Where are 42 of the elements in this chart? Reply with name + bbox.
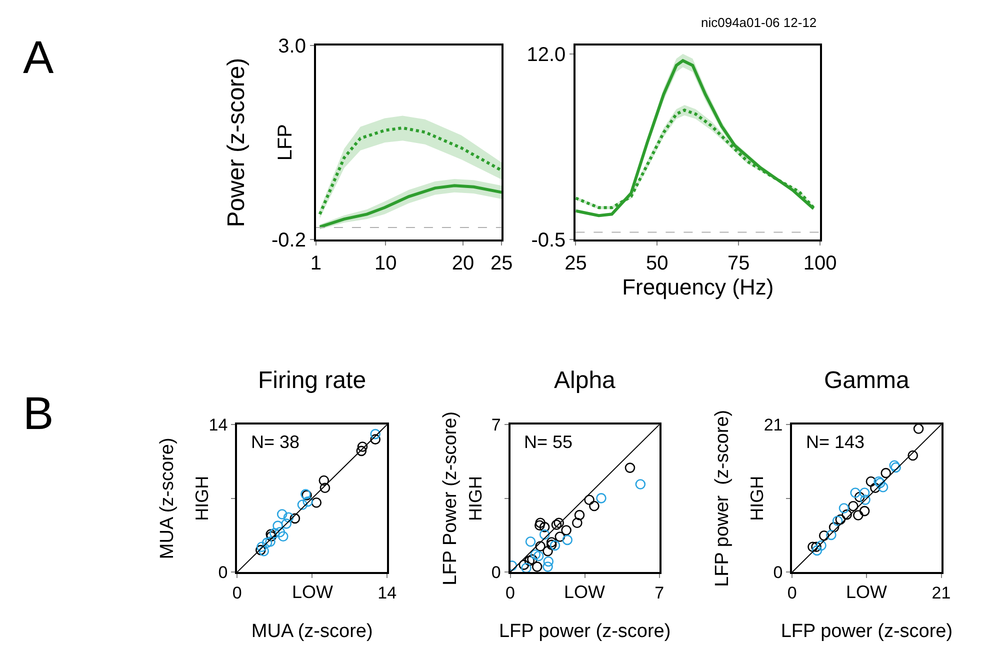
text: nic094a01-06 12-12 — [701, 15, 817, 30]
x-tick-label: 7 — [654, 584, 664, 603]
x-tick-label: 20 — [452, 252, 474, 275]
y-tick-label: 12.0 — [526, 44, 566, 66]
x-tick-label: 21 — [932, 584, 951, 603]
annotation: N= 143 — [806, 432, 865, 452]
x-tick-label: 0 — [506, 584, 516, 603]
text: HIGH — [747, 476, 768, 521]
x-tick-label: 25 — [564, 252, 587, 275]
chart-title: Alpha — [554, 367, 616, 394]
x-tick-label: 1 — [310, 252, 322, 275]
text: LOW — [292, 582, 334, 602]
annotation: N= 38 — [251, 432, 300, 452]
y-axis-title: LFP Power (z-score) — [440, 411, 461, 586]
x-axis-title: LFP power (z-score) — [780, 620, 953, 642]
x-axis-title: LFP power (z-score) — [498, 620, 671, 642]
y-axis-title: LFP power (z-score) — [712, 410, 734, 587]
x-tick-label: 14 — [378, 584, 397, 603]
text: HIGH — [192, 476, 212, 521]
x-tick-label: 0 — [232, 584, 242, 603]
y-axis-title: Power (z-score) — [223, 58, 250, 228]
x-tick-label: 50 — [646, 252, 668, 275]
chart-title: Firing rate — [258, 367, 366, 394]
text: LOW — [564, 582, 606, 602]
text: B — [23, 387, 54, 439]
y-tick-label: 3.0 — [278, 35, 306, 58]
y-tick-label: -0.2 — [271, 230, 306, 252]
annotation: N= 55 — [524, 432, 573, 452]
x-tick-label: 75 — [727, 252, 750, 275]
x-tick-label: 0 — [787, 584, 797, 603]
text: LFP — [274, 124, 297, 161]
x-tick-label: 100 — [803, 252, 837, 275]
text: A — [23, 31, 54, 83]
y-tick-label: -0.5 — [531, 230, 566, 252]
y-axis-title: MUA (z-score) — [157, 438, 178, 560]
x-tick-label: 10 — [374, 252, 397, 275]
text: HIGH — [465, 476, 486, 522]
chart-title: Gamma — [824, 367, 910, 394]
x-axis-title: MUA (z-score) — [251, 620, 373, 642]
x-tick-label: 25 — [490, 252, 513, 275]
x-axis-title: Frequency (Hz) — [622, 274, 774, 300]
text: LOW — [846, 582, 888, 602]
